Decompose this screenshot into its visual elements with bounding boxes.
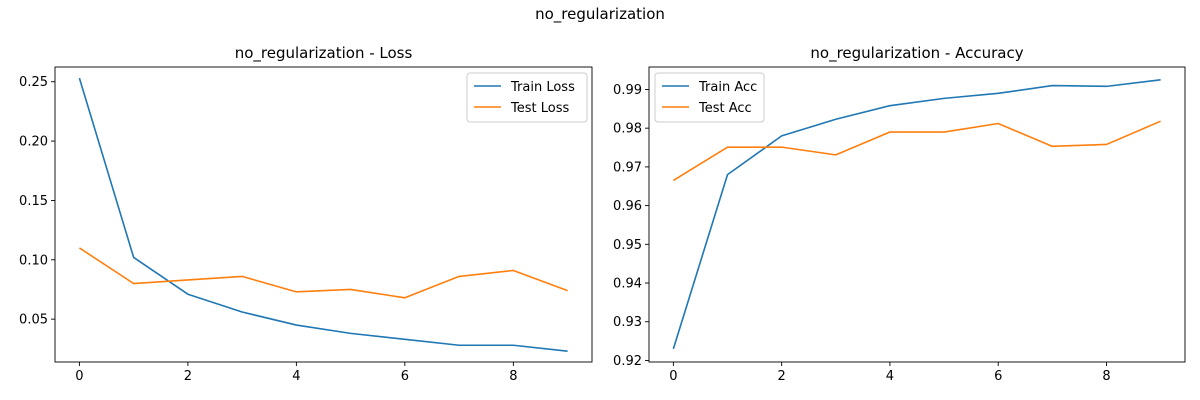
accuracy-y-tick-label: 0.93 (613, 315, 642, 330)
loss-x-tick-label: 4 (292, 369, 300, 384)
accuracy-y-tick-label: 0.96 (613, 199, 642, 214)
accuracy-chart: no_regularization - Accuracy 0 2 4 6 8 0.92 0.9… (613, 44, 1186, 384)
accuracy-chart-title: no_regularization - Accuracy (810, 44, 1023, 63)
loss-y-tick-label: 0.20 (19, 135, 48, 150)
accuracy-x-tick-label: 0 (669, 369, 677, 384)
accuracy-series-test-line (672, 120, 1161, 182)
accuracy-x-tick-label: 2 (778, 369, 786, 384)
accuracy-y-tick-label: 0.98 (613, 122, 642, 137)
loss-y-tick-label: 0.10 (19, 253, 48, 268)
accuracy-y-tick-label: 0.92 (613, 354, 642, 369)
accuracy-legend-label-train: Train Acc (698, 80, 757, 95)
accuracy-plot-frame (648, 66, 1186, 363)
loss-y-tick-label: 0.25 (19, 75, 48, 90)
accuracy-y-tick-label: 0.95 (613, 238, 642, 253)
loss-series-test-line (78, 247, 568, 299)
accuracy-y-tick-label: 0.94 (613, 277, 642, 292)
accuracy-x-tick-label: 4 (886, 369, 894, 384)
accuracy-legend-label-test: Test Acc (698, 101, 752, 116)
loss-chart-title: no_regularization - Loss (235, 44, 413, 63)
loss-legend: Train Loss Test Loss (466, 72, 588, 123)
loss-y-tick-label: 0.05 (19, 313, 48, 328)
accuracy-legend: Train Acc Test Acc (654, 72, 765, 123)
loss-legend-label-train: Train Loss (510, 80, 575, 95)
loss-legend-label-test: Test Loss (510, 101, 569, 116)
loss-series-train-line (78, 77, 568, 352)
accuracy-y-tick-label: 0.97 (613, 160, 642, 175)
accuracy-x-tick-label: 6 (994, 369, 1002, 384)
loss-x-tick-label: 8 (509, 369, 517, 384)
loss-x-tick-label: 0 (75, 369, 83, 384)
loss-x-tick-label: 6 (401, 369, 409, 384)
figure-title: no_regularization (535, 5, 665, 23)
loss-y-tick-label: 0.15 (19, 194, 48, 209)
accuracy-x-tick-label: 8 (1102, 369, 1110, 384)
loss-x-tick-label: 2 (184, 369, 192, 384)
accuracy-series-train-line (672, 78, 1161, 350)
accuracy-y-tick-label: 0.99 (613, 83, 642, 98)
loss-plot-frame (54, 66, 593, 363)
loss-chart: no_regularization - Loss 0 2 4 6 8 0.05 0.10 0.1… (19, 44, 593, 384)
